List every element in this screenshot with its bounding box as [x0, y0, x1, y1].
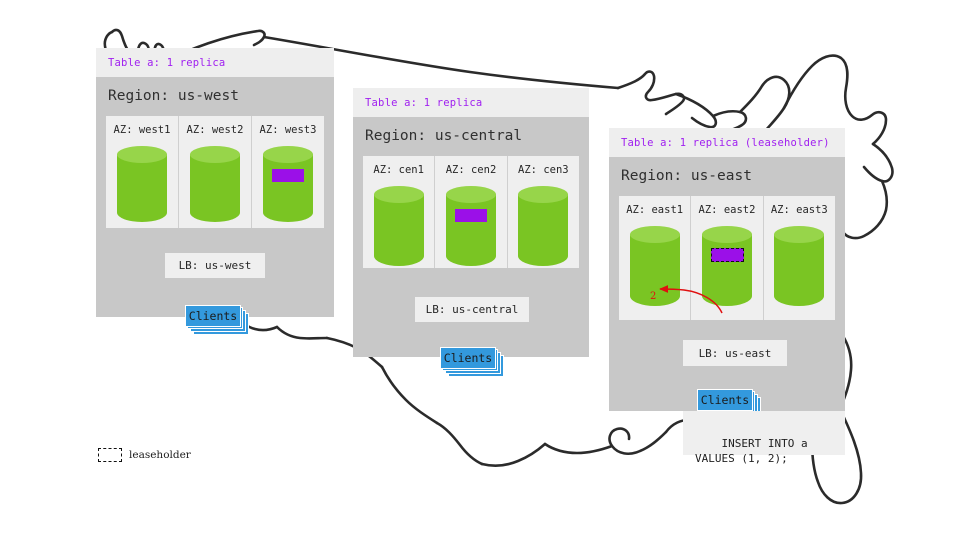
az-cell-west2[interactable]: AZ: west2 [179, 116, 252, 228]
load-balancer-us-central[interactable]: LB: us-central [415, 297, 529, 322]
cylinder-top [629, 226, 680, 243]
region-body-us-west: Region: us-west AZ: west1 AZ: west2 [96, 77, 334, 335]
replica-marker-cen2[interactable] [454, 209, 487, 222]
cylinder-top [701, 226, 752, 243]
region-header-us-west: Table a: 1 replica [96, 48, 334, 77]
region-panel-us-east: Table a: 1 replica (leaseholder) Region:… [609, 128, 845, 419]
cylinder-top [373, 186, 424, 203]
az-cell-east2[interactable]: AZ: east2 [691, 196, 764, 320]
az-cell-west3[interactable]: AZ: west3 [252, 116, 324, 228]
sql-statement-box: INSERT INTO a VALUES (1, 2); [683, 411, 845, 465]
az-label-cen2: AZ: cen2 [445, 164, 497, 176]
node-cylinder-east3[interactable] [774, 226, 825, 306]
cylinder-body [117, 154, 167, 222]
cylinder-body [445, 194, 496, 266]
cylinder-top [190, 146, 240, 163]
az-label-east2: AZ: east2 [698, 204, 756, 216]
az-cell-east1[interactable]: AZ: east1 [619, 196, 692, 320]
cylinder-body [518, 194, 569, 266]
clients-stack-us-central[interactable]: Clients [440, 347, 504, 377]
dashed-rect-icon [98, 448, 122, 462]
replica-marker-east2-leaseholder[interactable] [710, 248, 744, 262]
az-cell-cen2[interactable]: AZ: cen2 [435, 156, 508, 268]
region-panel-us-west: Table a: 1 replica Region: us-west AZ: w… [96, 48, 334, 335]
load-balancer-label: LB: us-central [425, 303, 519, 316]
az-cell-cen3[interactable]: AZ: cen3 [508, 156, 579, 268]
region-title-us-central: Region: us-central [365, 128, 523, 144]
cylinder-top [263, 146, 313, 163]
clients-button-us-east[interactable]: Clients [697, 389, 753, 411]
cylinder-body [701, 234, 752, 306]
sql-statement-text: INSERT INTO a VALUES (1, 2); [695, 437, 808, 465]
load-balancer-label: LB: us-east [698, 346, 772, 360]
az-row-us-central: AZ: cen1 AZ: cen2 AZ: cen3 [363, 156, 579, 268]
az-label-west3: AZ: west3 [259, 124, 317, 136]
node-cylinder-cen3[interactable] [518, 186, 569, 266]
node-cylinder-east2[interactable] [701, 226, 752, 306]
az-row-us-west: AZ: west1 AZ: west2 AZ: west3 [106, 116, 324, 228]
cylinder-body [774, 234, 825, 306]
region-title-us-east: Region: us-east [621, 168, 752, 184]
region-title-us-west: Region: us-west [108, 88, 239, 104]
az-cell-west1[interactable]: AZ: west1 [106, 116, 179, 228]
node-cylinder-west2[interactable] [190, 146, 240, 222]
az-cell-cen1[interactable]: AZ: cen1 [363, 156, 436, 268]
cylinder-body [373, 194, 424, 266]
cylinder-top [518, 186, 569, 203]
cylinder-top [774, 226, 825, 243]
clients-label: Clients [188, 309, 238, 323]
arrow-step-label-2: 2 [650, 291, 657, 302]
cylinder-top [445, 186, 496, 203]
cylinder-top [117, 146, 167, 163]
load-balancer-us-east[interactable]: LB: us-east [683, 340, 787, 366]
region-header-us-east: Table a: 1 replica (leaseholder) [609, 128, 845, 157]
az-label-east3: AZ: east3 [770, 204, 828, 216]
region-header-us-central: Table a: 1 replica [353, 88, 589, 117]
az-label-west1: AZ: west1 [113, 124, 171, 136]
region-body-us-central: Region: us-central AZ: cen1 AZ: cen2 [353, 117, 589, 377]
clients-label: Clients [443, 351, 493, 365]
az-cell-east3[interactable]: AZ: east3 [764, 196, 835, 320]
az-label-cen1: AZ: cen1 [373, 164, 424, 176]
cylinder-body [263, 154, 313, 222]
az-label-cen3: AZ: cen3 [518, 164, 569, 176]
replica-marker-west3[interactable] [272, 169, 304, 182]
node-cylinder-east1[interactable] [629, 226, 680, 306]
legend-label: leaseholder [129, 449, 191, 461]
node-cylinder-west3[interactable] [263, 146, 313, 222]
clients-button-us-west[interactable]: Clients [185, 305, 241, 327]
az-label-east1: AZ: east1 [626, 204, 684, 216]
region-body-us-east: Region: us-east AZ: east1 AZ: east2 [609, 157, 845, 419]
node-cylinder-cen2[interactable] [445, 186, 496, 266]
clients-label: Clients [700, 393, 750, 407]
node-cylinder-west1[interactable] [117, 146, 167, 222]
load-balancer-label: LB: us-west [178, 259, 252, 272]
clients-button-us-central[interactable]: Clients [440, 347, 496, 369]
cylinder-body [190, 154, 240, 222]
az-row-us-east: AZ: east1 AZ: east2 AZ: east3 [619, 196, 835, 320]
node-cylinder-cen1[interactable] [373, 186, 424, 266]
legend: leaseholder [98, 448, 191, 462]
clients-stack-us-west[interactable]: Clients [185, 305, 249, 335]
load-balancer-us-west[interactable]: LB: us-west [165, 253, 265, 278]
region-panel-us-central: Table a: 1 replica Region: us-central AZ… [353, 88, 589, 377]
az-label-west2: AZ: west2 [186, 124, 244, 136]
